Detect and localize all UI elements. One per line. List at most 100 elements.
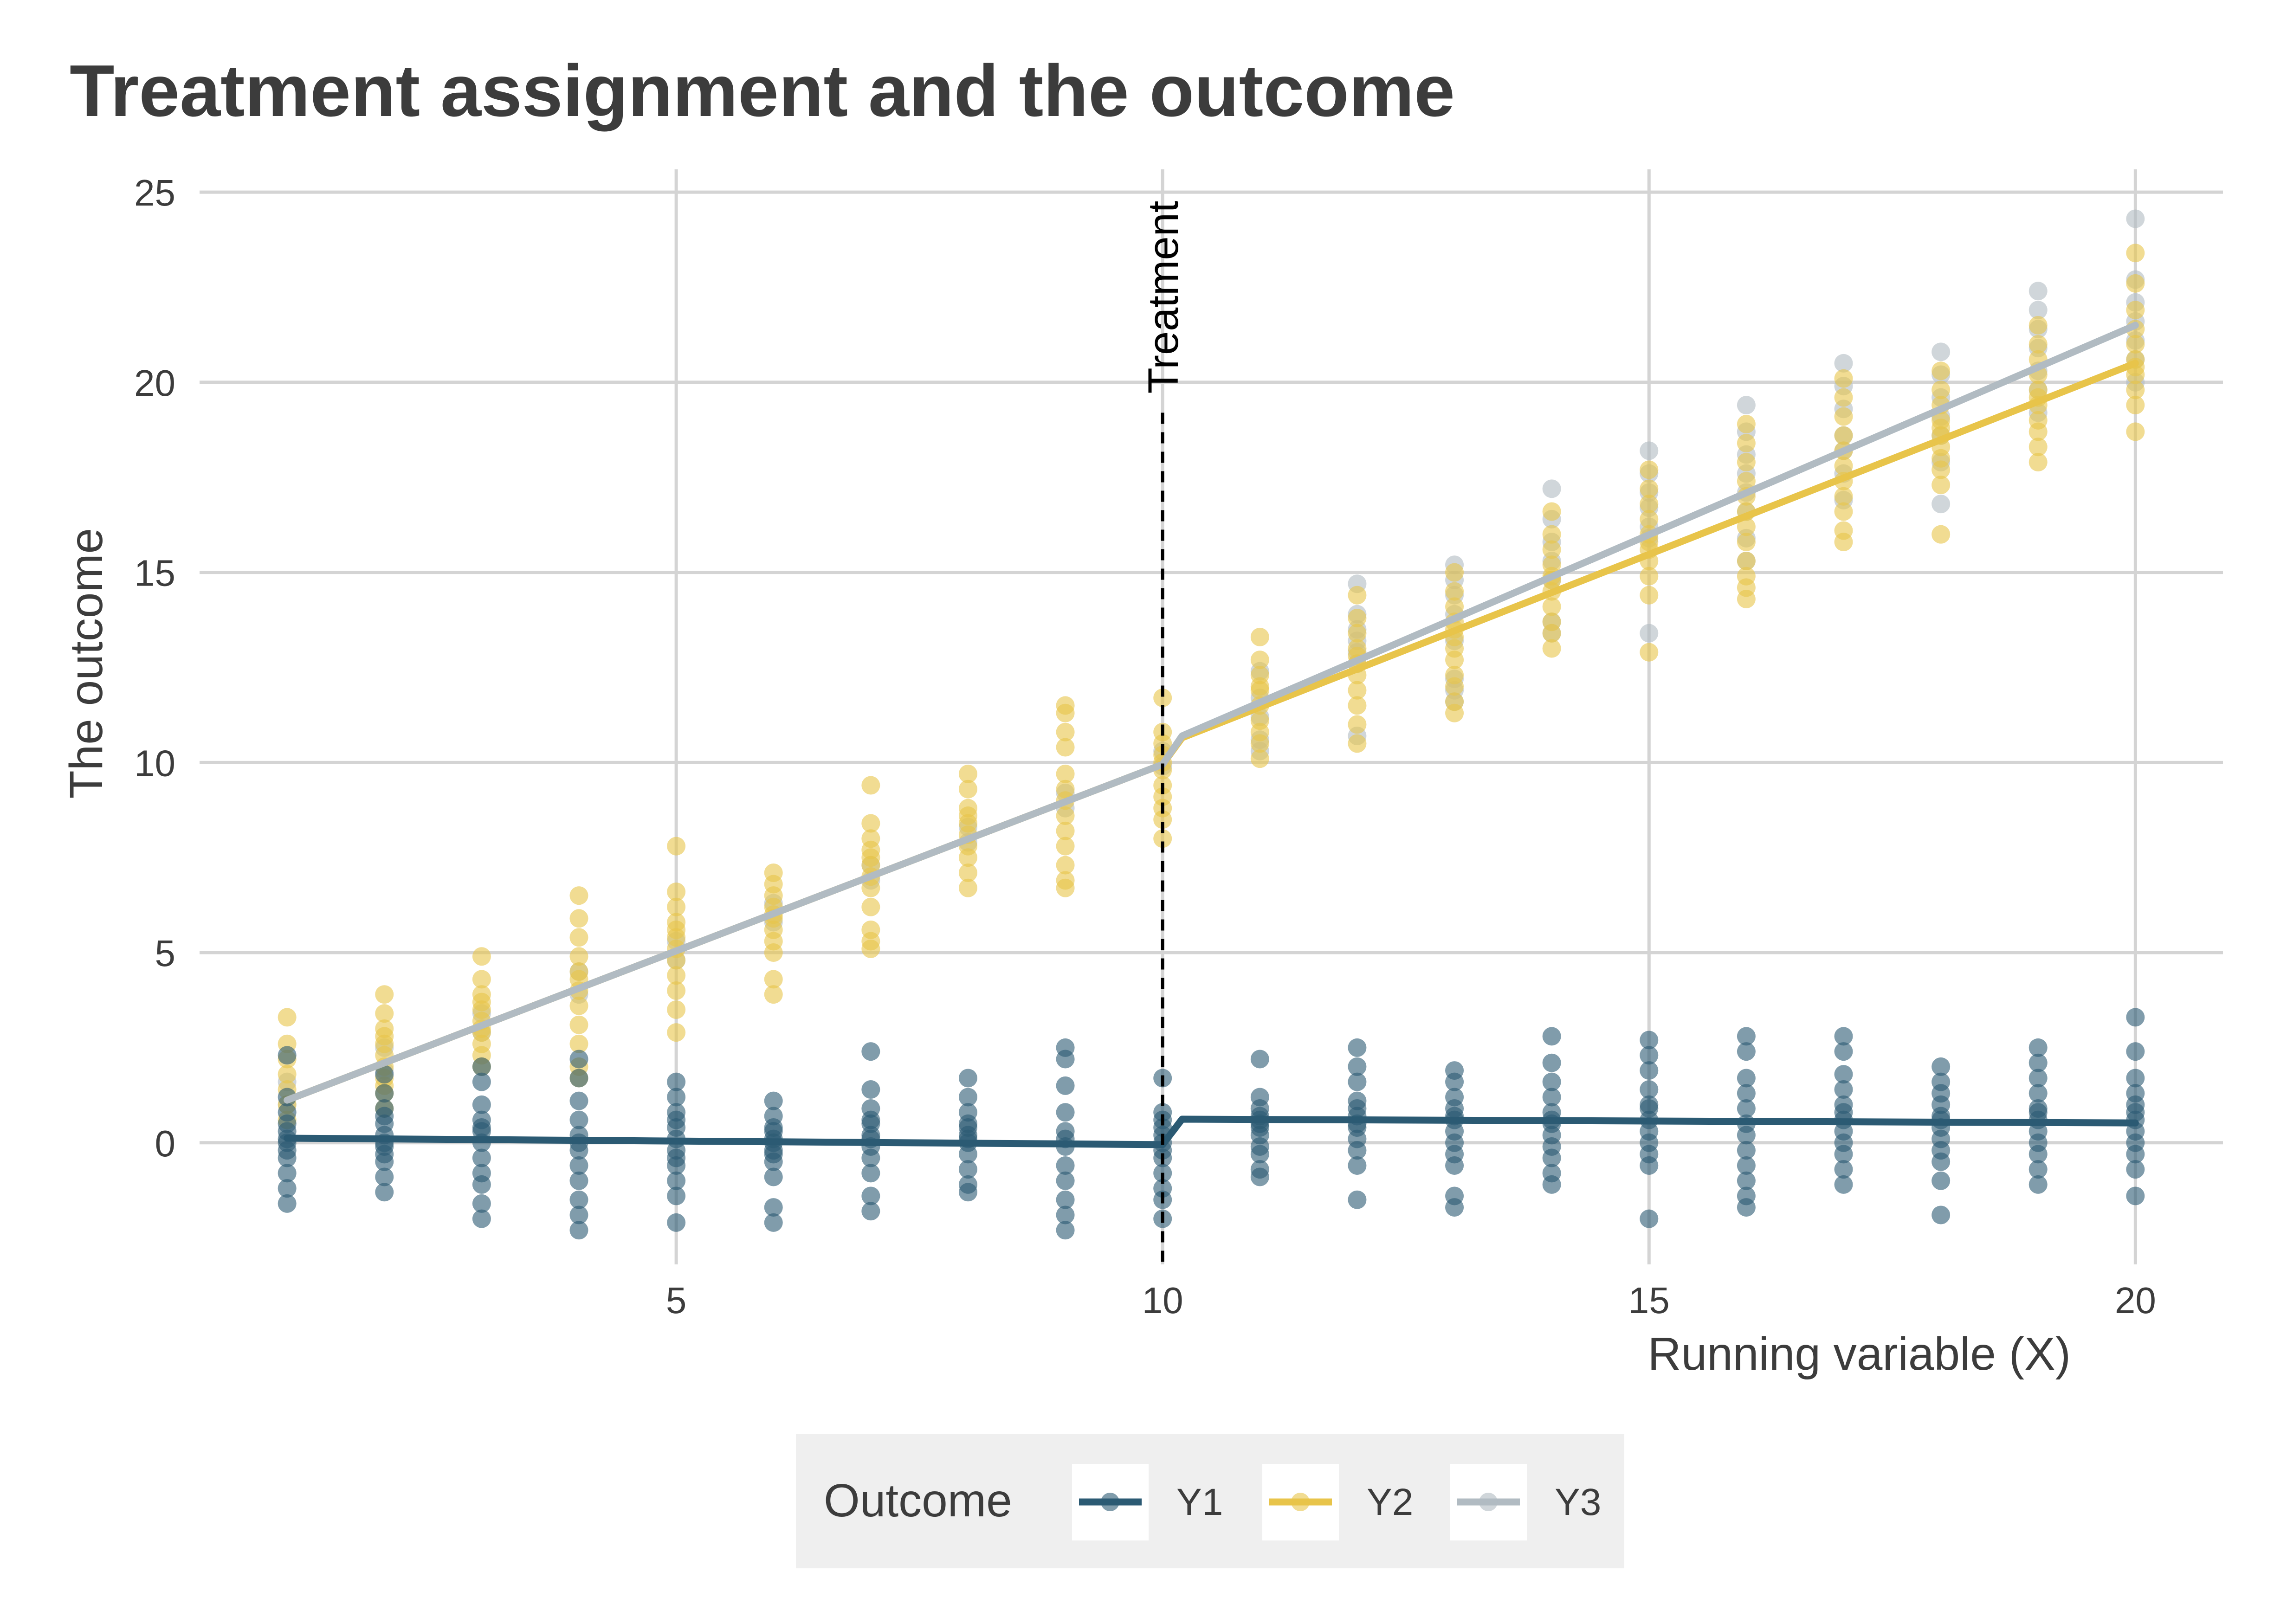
data-point-y2 <box>1737 434 1756 452</box>
data-point-y1 <box>2029 1053 2048 1072</box>
data-point-y2 <box>1056 764 1075 783</box>
y-tick-label: 25 <box>134 172 175 213</box>
x-tick-label: 20 <box>2115 1280 2156 1321</box>
data-point-y2 <box>1834 457 1853 476</box>
data-point-y2 <box>958 780 977 799</box>
data-point-y1 <box>472 1072 491 1091</box>
data-point-y2 <box>1250 734 1269 753</box>
data-point-y1 <box>2126 1042 2145 1061</box>
legend-label-y1: Y1 <box>1176 1481 1223 1523</box>
data-point-y2 <box>1737 517 1756 536</box>
data-point-y2 <box>1834 388 1853 407</box>
data-point-y2 <box>958 848 977 867</box>
data-point-y1 <box>1056 1076 1075 1095</box>
data-point-y1 <box>375 1065 394 1084</box>
data-point-y2 <box>569 909 588 928</box>
data-point-y1 <box>1250 1167 1269 1186</box>
data-point-y3 <box>1640 441 1659 460</box>
data-point-y2 <box>667 897 686 916</box>
data-point-y1 <box>1542 1072 1561 1091</box>
data-point-y2 <box>861 814 880 833</box>
data-point-y1 <box>667 1186 686 1205</box>
data-point-y2 <box>569 996 588 1015</box>
data-point-y2 <box>569 928 588 947</box>
data-point-y3 <box>1834 354 1853 373</box>
data-point-y2 <box>2029 438 2048 457</box>
data-point-y1 <box>2126 1160 2145 1179</box>
data-point-y2 <box>1250 651 1269 670</box>
legend-title: Outcome <box>824 1475 1012 1527</box>
data-point-y3 <box>1542 479 1561 498</box>
x-tick-label: 5 <box>666 1280 687 1321</box>
chart-title: Treatment assignment and the outcome <box>70 50 1455 132</box>
data-point-y1 <box>2029 1145 2048 1164</box>
data-point-y2 <box>1932 419 1951 438</box>
data-point-y2 <box>861 878 880 897</box>
data-point-y1 <box>1445 1072 1464 1091</box>
data-point-y2 <box>1640 643 1659 662</box>
data-point-y1 <box>667 1171 686 1190</box>
data-point-y1 <box>1737 1027 1756 1046</box>
data-point-y3 <box>2029 282 2048 301</box>
data-point-y1 <box>1056 1103 1075 1122</box>
y-tick-label: 10 <box>134 742 175 784</box>
data-point-y3 <box>2126 209 2145 228</box>
data-point-y1 <box>569 1221 588 1240</box>
data-point-y1 <box>667 1110 686 1129</box>
data-point-y1 <box>472 1194 491 1213</box>
data-point-y2 <box>667 1023 686 1042</box>
data-point-y1 <box>2029 1038 2048 1057</box>
data-point-y2 <box>1056 821 1075 840</box>
data-point-y1 <box>569 1205 588 1224</box>
data-point-y2 <box>1640 479 1659 498</box>
data-point-y1 <box>1640 1061 1659 1080</box>
data-point-y2 <box>958 806 977 825</box>
data-point-y2 <box>2126 335 2145 354</box>
data-point-y2 <box>1056 722 1075 741</box>
data-point-y2 <box>1737 589 1756 608</box>
data-point-y2 <box>1834 369 1853 388</box>
data-point-y1 <box>1834 1042 1853 1061</box>
data-point-y3 <box>1932 495 1951 514</box>
data-point-y1 <box>1542 1088 1561 1107</box>
data-point-y1 <box>2029 1069 2048 1088</box>
data-point-y2 <box>1348 624 1367 643</box>
data-point-y2 <box>667 981 686 1000</box>
data-point-y2 <box>1056 703 1075 722</box>
data-point-y1 <box>472 1095 491 1114</box>
data-point-y2 <box>1056 806 1075 825</box>
data-point-y2 <box>1445 651 1464 670</box>
data-point-y2 <box>1348 681 1367 700</box>
legend-label-y2: Y2 <box>1367 1481 1413 1523</box>
data-point-y2 <box>472 947 491 966</box>
data-point-y2 <box>1056 871 1075 890</box>
data-point-y1 <box>667 1088 686 1107</box>
data-point-y2 <box>1834 487 1853 506</box>
data-point-y1 <box>1348 1038 1367 1057</box>
data-point-y1 <box>1737 1156 1756 1175</box>
data-point-y2 <box>1932 525 1951 544</box>
data-point-y1 <box>1542 1175 1561 1194</box>
data-point-y2 <box>1542 624 1561 643</box>
data-point-y2 <box>1834 426 1853 445</box>
data-point-y2 <box>1348 586 1367 605</box>
x-tick-label: 15 <box>1628 1280 1670 1321</box>
data-point-y2 <box>764 985 783 1004</box>
data-point-y1 <box>1348 1072 1367 1091</box>
data-point-y1 <box>1640 1156 1659 1175</box>
data-point-y1 <box>1056 1221 1075 1240</box>
data-point-y1 <box>278 1114 297 1133</box>
data-point-y2 <box>2029 422 2048 441</box>
data-point-y1 <box>472 1175 491 1194</box>
data-point-y1 <box>958 1183 977 1202</box>
data-point-y1 <box>569 1171 588 1190</box>
data-point-y1 <box>1932 1057 1951 1076</box>
data-point-y1 <box>764 1091 783 1110</box>
data-point-y1 <box>569 1156 588 1175</box>
data-point-y2 <box>1737 452 1756 471</box>
data-point-y1 <box>2029 1103 2048 1122</box>
fit-line-y1 <box>284 1115 2139 1148</box>
data-point-y2 <box>1640 586 1659 605</box>
data-point-y1 <box>1737 1171 1756 1190</box>
data-point-y1 <box>2126 1069 2145 1088</box>
